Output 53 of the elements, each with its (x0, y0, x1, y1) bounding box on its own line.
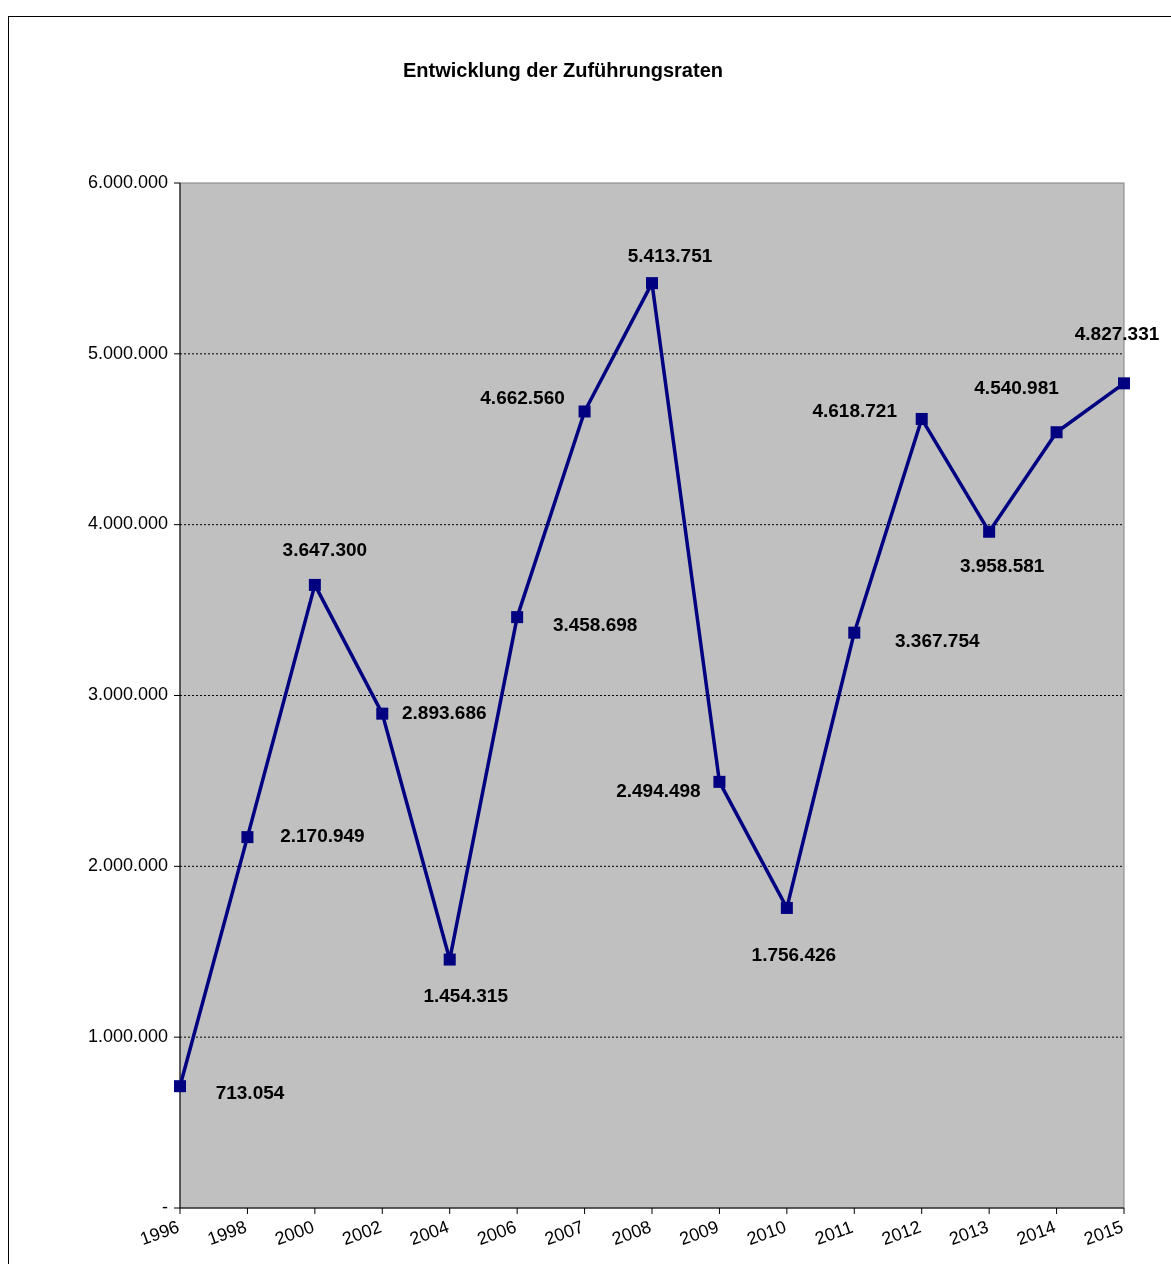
point (780, 901, 793, 914)
x-tick-label: 2009 (676, 1216, 722, 1250)
point (241, 831, 254, 844)
data-label: 4.662.560 (480, 387, 565, 409)
x-tick-label: 2013 (946, 1216, 991, 1250)
point (713, 775, 726, 788)
point (983, 525, 996, 538)
point (308, 578, 321, 591)
point (915, 412, 928, 425)
x-tick-label: 2007 (541, 1216, 587, 1250)
y-tick-label: 1.000.000 (87, 1025, 168, 1046)
point (1118, 377, 1130, 390)
data-label: 3.458.698 (552, 614, 638, 636)
data-label: 4.618.721 (812, 399, 898, 421)
chart-title: Entwicklung der Zuführungsraten (402, 59, 724, 82)
x-tick-label: 2004 (407, 1216, 452, 1250)
x-tick-label: 2011 (812, 1216, 856, 1249)
x-tick-label: 2006 (474, 1216, 519, 1250)
data-label: 2.494.498 (616, 779, 701, 801)
point (174, 1080, 186, 1093)
x-tick-label: 2012 (879, 1216, 924, 1250)
data-label: 4.540.981 (974, 377, 1060, 399)
y-tick-label: 6.000.000 (87, 171, 168, 192)
y-tick-label: 2.000.000 (87, 855, 168, 876)
point (376, 707, 389, 720)
data-label: 3.958.581 (959, 554, 1045, 576)
x-tick-label: 2010 (744, 1216, 789, 1250)
x-tick-label: 2002 (339, 1216, 385, 1250)
point (443, 953, 456, 966)
point (578, 405, 591, 418)
point (511, 611, 524, 624)
y-tick-label: 3.000.000 (87, 684, 168, 705)
x-tick-label: 1998 (204, 1216, 250, 1250)
data-label: 5.413.751 (627, 245, 713, 267)
data-label: 1.454.315 (423, 984, 509, 1006)
data-label: 3.367.754 (895, 629, 980, 651)
data-label: 3.647.300 (282, 538, 368, 560)
data-label: 2.170.949 (280, 825, 365, 847)
data-label: 1.756.426 (751, 943, 837, 965)
point (848, 626, 861, 639)
data-label: 4.827.331 (1074, 323, 1160, 345)
y-tick-label: 5.000.000 (87, 342, 168, 363)
y-tick-label: - (162, 1196, 168, 1217)
data-label: 713.054 (215, 1082, 285, 1104)
x-tick-label: 2014 (1013, 1216, 1059, 1250)
x-tick-label: 2000 (272, 1216, 317, 1250)
x-tick-label: 2015 (1081, 1216, 1126, 1250)
y-tick-label: 4.000.000 (87, 513, 168, 534)
x-tick-label: 2008 (609, 1216, 654, 1250)
point (1050, 426, 1063, 439)
x-tick-label: 1996 (137, 1216, 182, 1250)
data-label: 2.893.686 (402, 701, 487, 723)
point (646, 277, 658, 290)
